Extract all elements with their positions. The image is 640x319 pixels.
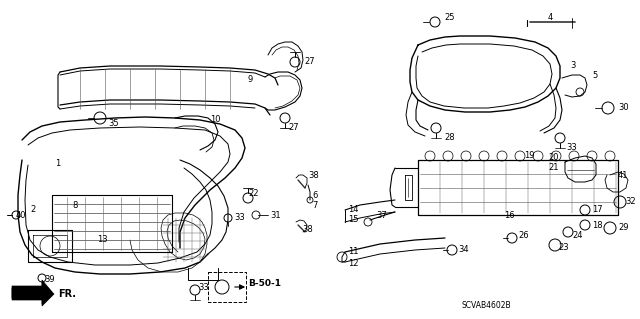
Text: 17: 17	[592, 205, 603, 214]
Text: 10: 10	[210, 115, 221, 124]
Text: 14: 14	[348, 204, 358, 213]
Text: 2: 2	[30, 205, 35, 214]
Text: 13: 13	[97, 235, 108, 244]
Text: 15: 15	[348, 216, 358, 225]
Text: 40: 40	[16, 211, 26, 219]
Text: 19: 19	[524, 151, 534, 160]
Text: 1: 1	[55, 159, 60, 167]
Text: 4: 4	[548, 12, 553, 21]
Text: 22: 22	[248, 189, 259, 197]
Bar	[208, 272, 246, 302]
Text: 21: 21	[548, 164, 559, 173]
Text: 18: 18	[592, 220, 603, 229]
Text: 34: 34	[458, 246, 468, 255]
Text: 33: 33	[234, 213, 244, 222]
Text: 25: 25	[444, 13, 454, 23]
Text: 35: 35	[108, 118, 118, 128]
Text: 11: 11	[348, 248, 358, 256]
Text: 32: 32	[625, 197, 636, 206]
Text: 8: 8	[72, 201, 77, 210]
Text: 26: 26	[518, 231, 529, 240]
Polygon shape	[12, 280, 52, 304]
Text: 33: 33	[198, 284, 209, 293]
Polygon shape	[12, 282, 54, 306]
Text: 7: 7	[312, 201, 317, 210]
Text: 3: 3	[570, 62, 575, 70]
Text: 30: 30	[618, 103, 628, 113]
Text: 33: 33	[566, 144, 577, 152]
Text: 27: 27	[288, 123, 299, 132]
Text: 9: 9	[248, 76, 253, 85]
Text: 12: 12	[348, 258, 358, 268]
Text: 38: 38	[302, 226, 313, 234]
Text: 38: 38	[308, 170, 319, 180]
Text: 28: 28	[444, 133, 454, 143]
Text: 20: 20	[548, 152, 559, 161]
Text: 16: 16	[504, 211, 515, 219]
Text: 24: 24	[572, 231, 582, 240]
Text: FR.: FR.	[58, 289, 76, 299]
Text: 37: 37	[376, 211, 387, 219]
Text: 23: 23	[558, 243, 568, 253]
Text: SCVAB4602B: SCVAB4602B	[462, 300, 511, 309]
Text: 29: 29	[618, 224, 628, 233]
Text: 41: 41	[618, 170, 628, 180]
Text: 31: 31	[270, 211, 280, 219]
Text: 5: 5	[592, 71, 597, 80]
Text: 6: 6	[312, 190, 317, 199]
Text: 27: 27	[304, 57, 315, 66]
Text: B-50-1: B-50-1	[248, 279, 281, 288]
Text: 39: 39	[44, 276, 54, 285]
